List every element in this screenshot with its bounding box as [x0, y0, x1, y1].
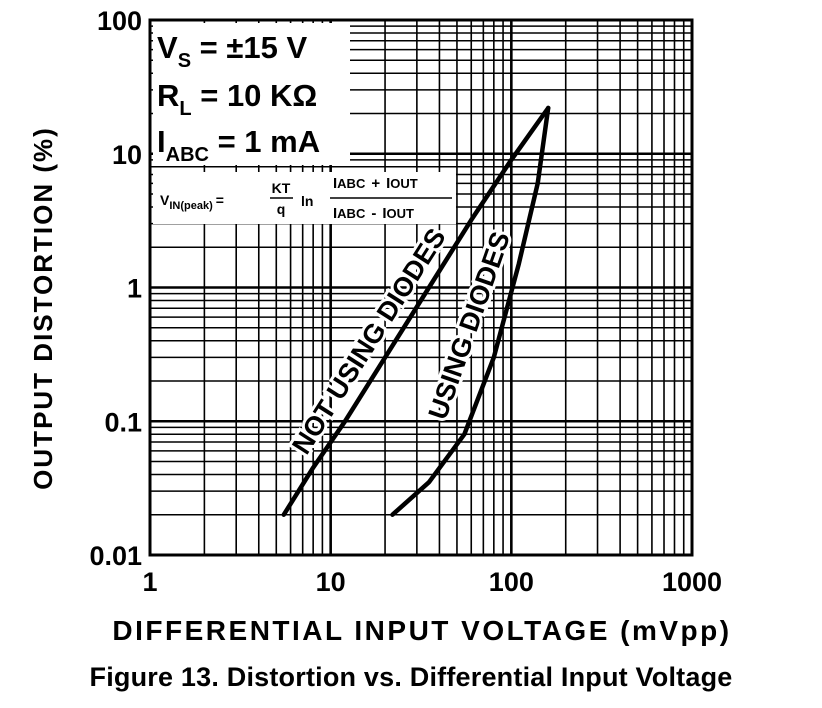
svg-text:KT: KT — [272, 180, 291, 196]
condition-rl: RL = 10 KΩ — [157, 78, 317, 120]
condition-iabc: IABC = 1 mA — [157, 124, 320, 166]
x-axis-label: DIFFERENTIAL INPUT VOLTAGE (mVpp) — [112, 615, 731, 646]
figure-caption: Figure 13. Distortion vs. Differential I… — [89, 662, 733, 692]
series-line-using-diodes — [390, 105, 551, 517]
x-tick-label: 1000 — [662, 567, 722, 597]
vin-formula: VIN(peak) = KT q ln IABC + IOUT IABC - IOUT — [153, 172, 456, 224]
y-tick-label: 10 — [112, 140, 142, 170]
y-tick-label: 0.01 — [89, 541, 142, 571]
svg-text:IABC-IOUT: IABC - IOUT — [333, 205, 414, 222]
series-line-not-using-diodes — [281, 105, 551, 517]
svg-text:VIN(peak)=: VIN(peak) = — [160, 192, 224, 212]
x-tick-label: 100 — [489, 567, 534, 597]
svg-text:IABC+IOUT: IABC + IOUT — [333, 175, 418, 192]
conditions-box — [153, 23, 350, 165]
svg-text:ln: ln — [301, 193, 313, 209]
y-tick-label: 0.1 — [104, 407, 142, 437]
x-tick-label: 1 — [142, 567, 157, 597]
svg-text:q: q — [277, 201, 286, 217]
y-tick-label: 100 — [97, 6, 142, 36]
y-axis-label: OUTPUT DISTORTION (%) — [28, 126, 58, 490]
y-tick-label: 1 — [127, 274, 142, 304]
tick-labels: 1 10 100 1000 0.01 0.1 1 10 100 — [89, 6, 722, 597]
plot-frame — [148, 18, 694, 557]
condition-vs: VS = ±15 V — [157, 30, 307, 72]
x-tick-label: 10 — [316, 567, 346, 597]
